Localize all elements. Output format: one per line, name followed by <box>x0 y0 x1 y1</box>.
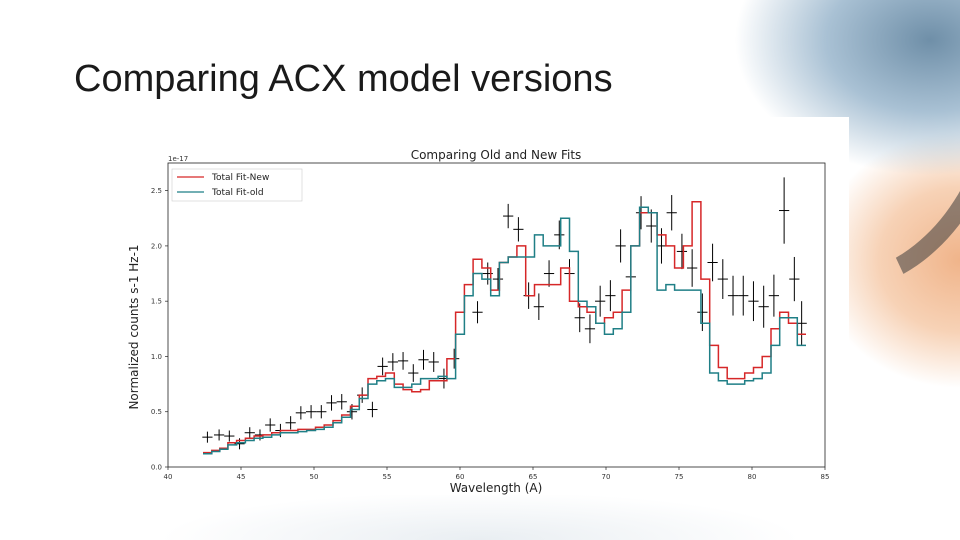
observed-point <box>285 416 296 430</box>
observed-point <box>758 285 769 328</box>
observed-point <box>336 394 347 410</box>
observed-point <box>202 431 213 443</box>
y-tick-label: 1.0 <box>151 353 162 361</box>
x-tick-label: 85 <box>821 473 830 481</box>
chart-title: Comparing Old and New Fits <box>411 148 582 162</box>
observed-point <box>697 293 708 332</box>
observed-point <box>727 275 739 316</box>
observed-point <box>605 280 616 312</box>
observed-point <box>316 405 327 419</box>
observed-point <box>748 281 759 322</box>
x-tick-label: 55 <box>383 473 392 481</box>
observed-point <box>574 303 585 333</box>
x-tick-label: 60 <box>456 473 465 481</box>
chart-image: Comparing Old and New Fits 1e-17 Normali… <box>112 117 849 495</box>
observed-point <box>738 275 749 316</box>
series-line-old <box>203 206 806 455</box>
observed-point <box>666 195 677 231</box>
observed-point <box>789 256 800 302</box>
observed-point <box>717 259 728 299</box>
observed-point <box>265 418 276 432</box>
y-tick-label: 1.5 <box>151 298 162 306</box>
observed-point <box>768 274 780 317</box>
y-tick-label: 2.0 <box>151 242 162 250</box>
observed-point <box>244 427 255 439</box>
observed-point <box>533 293 544 320</box>
observed-point <box>656 228 667 264</box>
y-tick-label: 0.0 <box>151 464 162 472</box>
y-tick-label: 2.5 <box>151 187 162 195</box>
observed-point <box>224 430 235 442</box>
observed-point <box>397 352 409 370</box>
y-axis-label: Normalized counts s-1 Hz-1 <box>127 244 141 409</box>
observed-point <box>492 268 504 291</box>
x-tick-label: 70 <box>602 473 611 481</box>
observed-point <box>367 401 378 418</box>
observed-point <box>584 314 596 344</box>
x-tick-label: 50 <box>310 473 319 481</box>
slide-title: Comparing ACX model versions <box>74 58 613 100</box>
series-line-new <box>203 200 806 454</box>
legend: Total Fit-New Total Fit-old <box>171 168 303 202</box>
fit-lines <box>203 200 806 455</box>
x-tick-label: 80 <box>748 473 757 481</box>
observed-point <box>796 301 807 346</box>
x-axis-label: Wavelength (A) <box>450 481 543 495</box>
y-tick-label: 0.5 <box>151 408 162 416</box>
x-tick-label: 40 <box>164 473 173 481</box>
observed-point <box>646 209 657 243</box>
observed-point <box>472 301 483 324</box>
observed-point <box>513 217 524 242</box>
observed-point <box>326 395 337 411</box>
observed-point <box>779 177 790 244</box>
observed-point <box>554 220 565 250</box>
chart: Comparing Old and New Fits 1e-17 Normali… <box>127 148 830 495</box>
observed-point <box>408 364 419 382</box>
observed-point <box>305 405 317 419</box>
x-tick-label: 75 <box>675 473 684 481</box>
observed-point <box>595 285 606 317</box>
x-tick-label: 45 <box>237 473 246 481</box>
observed-point <box>428 352 439 372</box>
plot-area <box>167 162 826 468</box>
legend-label-old: Total Fit-old <box>211 188 264 198</box>
x-tick-label: 65 <box>529 473 538 481</box>
observed-point <box>687 249 698 287</box>
observed-point <box>213 429 225 441</box>
observed-point <box>387 353 398 371</box>
observed-point <box>377 357 388 376</box>
legend-label-new: Total Fit-New <box>211 173 269 183</box>
axis-ticks: 40 45 50 55 60 65 70 75 80 85 0.0 0.5 1.0 1.5 2.0 2.5 <box>151 187 830 481</box>
observed-points <box>202 177 807 450</box>
observed-point <box>676 233 688 270</box>
observed-point <box>418 349 429 370</box>
observed-point <box>707 243 718 282</box>
observed-point <box>615 229 626 263</box>
observed-point <box>543 260 555 287</box>
offset-label: 1e-17 <box>168 155 188 163</box>
observed-point <box>503 203 514 229</box>
observed-point <box>295 406 306 420</box>
legend-box <box>171 168 303 202</box>
